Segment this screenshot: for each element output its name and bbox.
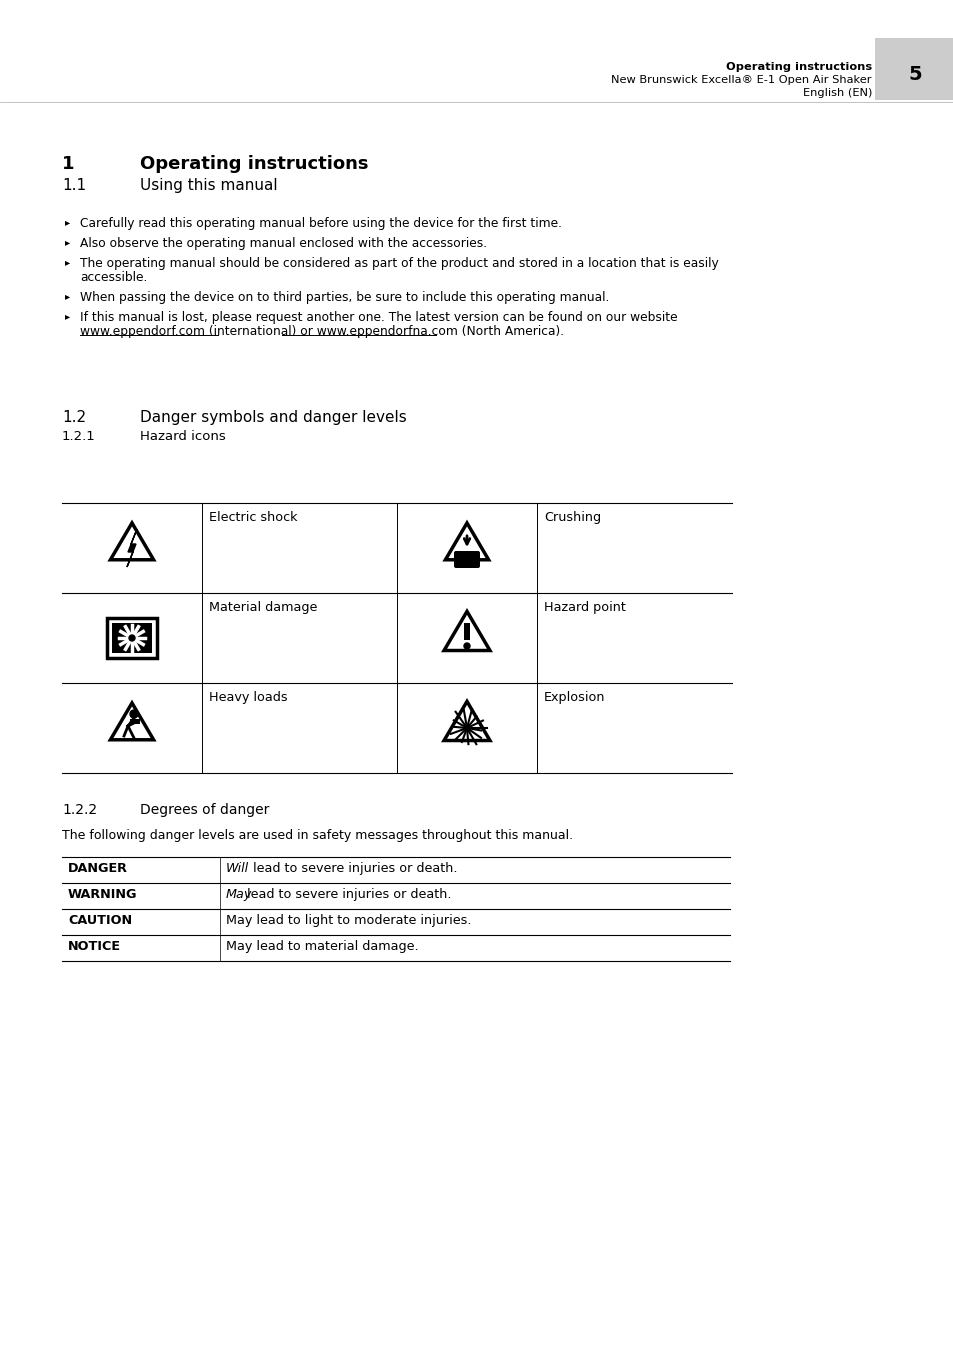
Text: The following danger levels are used in safety messages throughout this manual.: The following danger levels are used in …	[62, 829, 573, 842]
Text: Explosion: Explosion	[543, 691, 605, 703]
Text: 1.2: 1.2	[62, 410, 86, 425]
FancyBboxPatch shape	[107, 618, 156, 657]
Circle shape	[463, 725, 470, 730]
Text: May lead to light to moderate injuries.: May lead to light to moderate injuries.	[226, 914, 471, 927]
Text: NOTICE: NOTICE	[68, 940, 121, 953]
Text: Will: Will	[226, 863, 249, 875]
FancyBboxPatch shape	[874, 38, 953, 100]
Text: Carefully read this operating manual before using the device for the first time.: Carefully read this operating manual bef…	[80, 217, 561, 230]
Polygon shape	[443, 702, 490, 741]
Text: Danger symbols and danger levels: Danger symbols and danger levels	[140, 410, 406, 425]
Text: lead to severe injuries or death.: lead to severe injuries or death.	[243, 888, 452, 900]
Text: Degrees of danger: Degrees of danger	[140, 803, 269, 817]
Text: Hazard icons: Hazard icons	[140, 431, 226, 443]
Polygon shape	[445, 522, 488, 560]
Text: The operating manual should be considered as part of the product and stored in a: The operating manual should be considere…	[80, 256, 718, 270]
Text: May: May	[226, 888, 253, 900]
FancyBboxPatch shape	[112, 622, 152, 653]
Text: When passing the device on to third parties, be sure to include this operating m: When passing the device on to third part…	[80, 292, 609, 304]
Polygon shape	[111, 703, 153, 740]
Text: Using this manual: Using this manual	[140, 178, 277, 193]
Text: 5: 5	[907, 65, 921, 84]
Text: ▸: ▸	[65, 292, 71, 301]
FancyBboxPatch shape	[454, 551, 479, 568]
FancyBboxPatch shape	[130, 720, 140, 724]
Text: lead to severe injuries or death.: lead to severe injuries or death.	[249, 863, 457, 875]
Text: New Brunswick Excella® E-1 Open Air Shaker: New Brunswick Excella® E-1 Open Air Shak…	[611, 76, 871, 85]
Text: Material damage: Material damage	[209, 601, 317, 614]
Text: Operating instructions: Operating instructions	[140, 155, 368, 173]
Text: 1.2.1: 1.2.1	[62, 431, 95, 443]
Text: Crushing: Crushing	[543, 512, 600, 524]
Circle shape	[129, 634, 135, 641]
Text: ▸: ▸	[65, 238, 71, 247]
Text: Hazard point: Hazard point	[543, 601, 625, 614]
Text: Operating instructions: Operating instructions	[725, 62, 871, 72]
Text: Electric shock: Electric shock	[209, 512, 297, 524]
Text: www.eppendorf.com (international) or www.eppendorfna.com (North America).: www.eppendorf.com (international) or www…	[80, 325, 563, 338]
FancyBboxPatch shape	[463, 622, 470, 640]
Text: Heavy loads: Heavy loads	[209, 691, 287, 703]
Text: ▸: ▸	[65, 310, 71, 321]
Text: WARNING: WARNING	[68, 888, 137, 900]
Text: ▸: ▸	[65, 217, 71, 227]
Circle shape	[130, 710, 138, 718]
Text: May lead to material damage.: May lead to material damage.	[226, 940, 418, 953]
Text: English (EN): English (EN)	[801, 88, 871, 99]
Text: 1: 1	[62, 155, 74, 173]
Text: Also observe the operating manual enclosed with the accessories.: Also observe the operating manual enclos…	[80, 238, 487, 250]
Text: 1.2.2: 1.2.2	[62, 803, 97, 817]
Text: If this manual is lost, please request another one. The latest version can be fo: If this manual is lost, please request a…	[80, 310, 677, 324]
Circle shape	[463, 643, 470, 649]
Text: DANGER: DANGER	[68, 863, 128, 875]
Polygon shape	[111, 522, 153, 560]
Text: ▸: ▸	[65, 256, 71, 267]
Text: accessible.: accessible.	[80, 271, 147, 284]
Polygon shape	[127, 529, 137, 567]
Polygon shape	[443, 612, 490, 651]
Text: 1.1: 1.1	[62, 178, 86, 193]
Text: CAUTION: CAUTION	[68, 914, 132, 927]
